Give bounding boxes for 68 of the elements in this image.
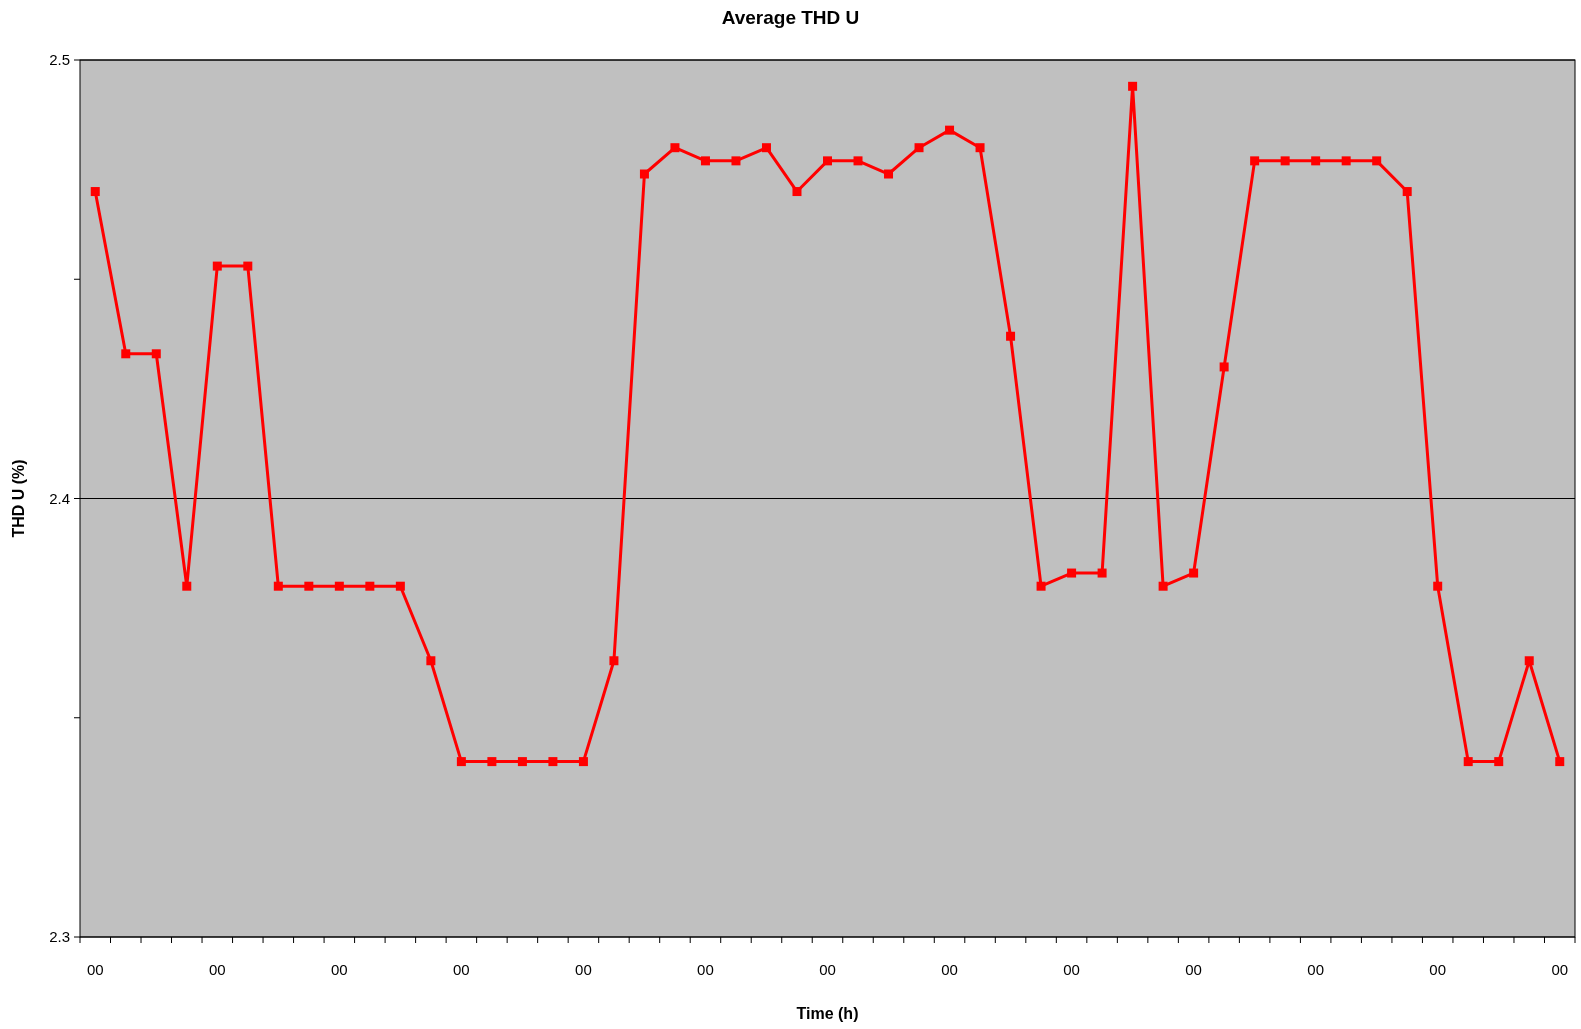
point xyxy=(1463,757,1473,767)
point xyxy=(1158,581,1168,591)
point xyxy=(151,349,161,359)
point xyxy=(761,143,771,153)
point xyxy=(1311,156,1321,166)
x-tick-label: 00 xyxy=(208,961,226,978)
x-tick-label: 00 xyxy=(86,961,104,978)
x-tick-label: 00 xyxy=(1551,961,1569,978)
point xyxy=(517,757,527,767)
point xyxy=(212,261,222,271)
point xyxy=(731,156,741,166)
point xyxy=(914,143,924,153)
point xyxy=(578,757,588,767)
point xyxy=(609,656,619,666)
point xyxy=(456,757,466,767)
point xyxy=(1006,331,1016,341)
x-tick-label: 00 xyxy=(941,961,958,978)
x-tick-label: 00 xyxy=(330,961,348,978)
point xyxy=(670,143,680,153)
point xyxy=(1219,362,1229,372)
x-tick-label: 00 xyxy=(819,961,836,978)
point xyxy=(426,656,436,666)
point xyxy=(700,156,710,166)
y-tick-label: 2.3 xyxy=(49,928,70,946)
point xyxy=(548,757,558,767)
point xyxy=(121,349,131,359)
point xyxy=(1097,568,1107,578)
y-tick-label: 2.5 xyxy=(49,51,70,69)
x-tick-label: 00 xyxy=(697,961,714,978)
point xyxy=(1372,156,1382,166)
point xyxy=(1555,757,1565,767)
point xyxy=(90,187,100,197)
x-tick-label: 00 xyxy=(1429,961,1447,978)
point xyxy=(792,187,802,197)
point xyxy=(1494,757,1504,767)
point xyxy=(975,143,985,153)
point xyxy=(182,581,192,591)
point xyxy=(334,581,344,591)
point xyxy=(304,581,314,591)
point xyxy=(1524,656,1534,666)
point xyxy=(1036,581,1046,591)
point xyxy=(1067,568,1077,578)
y-axis-title: THD U (%) xyxy=(10,459,27,538)
point xyxy=(1341,156,1351,166)
x-axis-title: Time (h) xyxy=(796,1005,859,1022)
point xyxy=(1433,581,1443,591)
point xyxy=(1250,156,1260,166)
point xyxy=(823,156,832,166)
x-tick-label: 00 xyxy=(1063,961,1080,978)
x-tick-label: 00 xyxy=(575,961,592,978)
x-tick-label: 00 xyxy=(453,961,470,978)
point xyxy=(1189,568,1199,578)
point xyxy=(273,581,283,591)
chart-title: Average THD U xyxy=(721,7,860,28)
point xyxy=(884,169,894,179)
point xyxy=(1402,187,1412,197)
y-tick-label: 2.4 xyxy=(49,489,70,507)
point xyxy=(365,581,375,591)
x-tick-label: 00 xyxy=(1185,961,1202,978)
point xyxy=(395,581,405,591)
point xyxy=(487,757,497,767)
point xyxy=(243,261,253,271)
point xyxy=(945,125,955,135)
x-tick-label: 00 xyxy=(1307,961,1325,978)
point xyxy=(853,156,863,166)
point xyxy=(1128,81,1138,91)
point xyxy=(1280,156,1290,166)
point xyxy=(639,169,649,179)
